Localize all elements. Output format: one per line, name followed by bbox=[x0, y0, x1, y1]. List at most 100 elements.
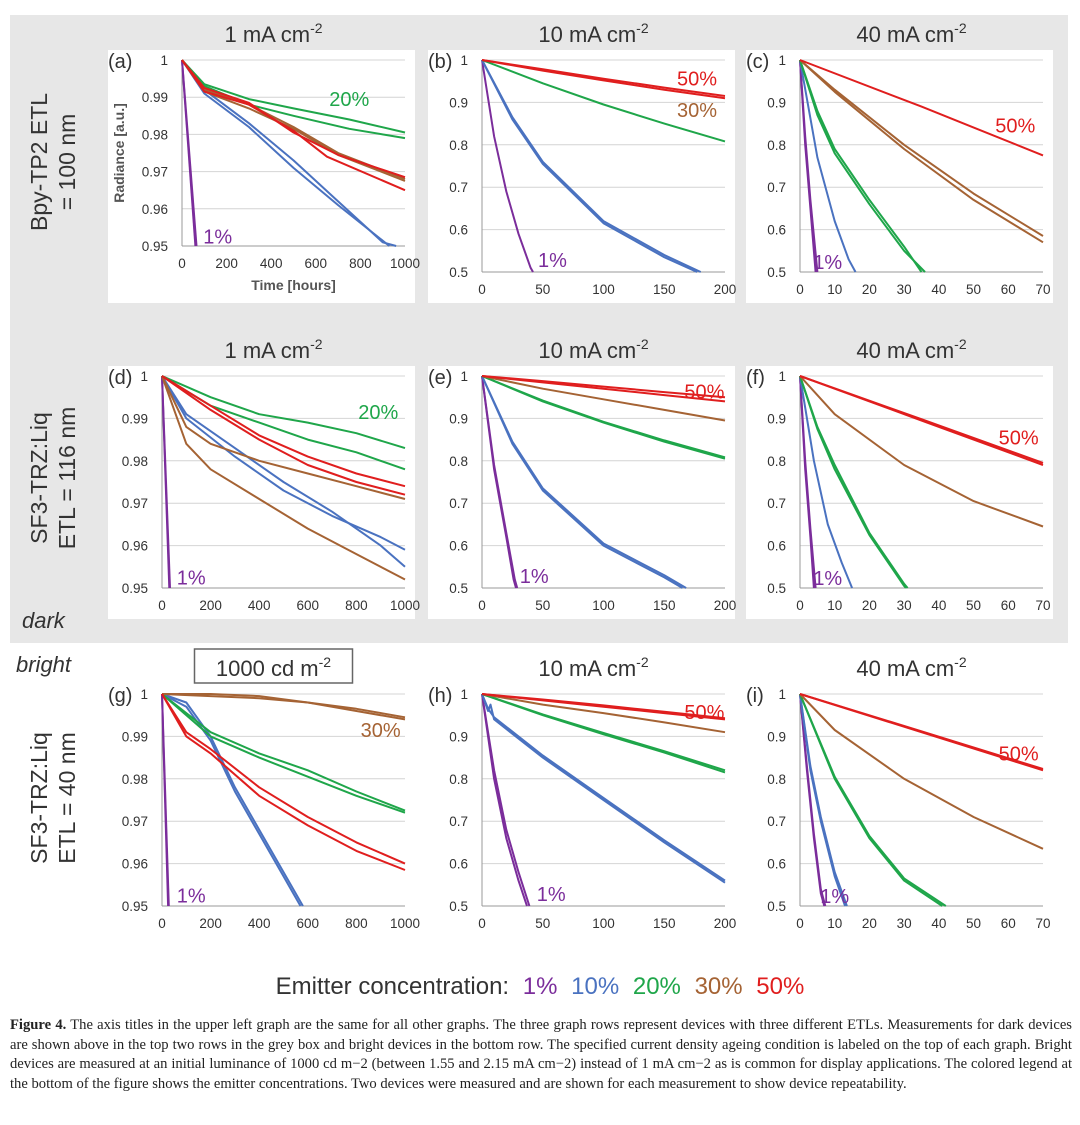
x-tick-label: 100 bbox=[592, 916, 615, 931]
legend-item-1: 1% bbox=[523, 973, 558, 1000]
panel-i: 0.50.60.70.80.910 10 20 30 40 50 60 7050%1%(i)4… bbox=[746, 654, 1053, 937]
legend-prefix: Emitter concentration: bbox=[276, 973, 509, 1000]
x-tick-label: 50 bbox=[535, 282, 550, 297]
x-tick-label: 200 bbox=[714, 282, 737, 297]
figure-caption: Figure 4. The axis titles in the upper l… bbox=[10, 1016, 1072, 1094]
x-tick-label: 100 bbox=[592, 598, 615, 613]
y-tick-label: 1 bbox=[140, 369, 148, 384]
y-tick-label: 0.5 bbox=[449, 899, 468, 914]
x-tick-label: 50 bbox=[966, 916, 981, 931]
series-line-10pct bbox=[161, 375, 406, 551]
y-tick-label: 0.5 bbox=[767, 899, 786, 914]
row-label-3-line1: SF3-TRZ:Liq bbox=[26, 732, 52, 864]
y-tick-label: 1 bbox=[140, 687, 148, 702]
y-tick-label: 0.6 bbox=[449, 223, 468, 238]
legend-item-10: 10% bbox=[571, 973, 619, 1000]
panel-title-main: 40 mA cm bbox=[856, 22, 954, 47]
series-line-1pct bbox=[799, 375, 817, 589]
x-tick-label: 0 bbox=[478, 598, 486, 613]
y-tick-label: 0.7 bbox=[767, 180, 786, 195]
panel-title-main: 40 mA cm bbox=[856, 338, 954, 363]
series-line-10pct bbox=[481, 59, 698, 273]
x-tick-label: 1000 bbox=[390, 598, 420, 613]
y-tick-label: 1 bbox=[460, 369, 468, 384]
x-tick-label: 200 bbox=[714, 598, 737, 613]
x-tick-label: 600 bbox=[297, 598, 320, 613]
y-axis-title: Radiance [a.u.] bbox=[111, 103, 127, 203]
x-tick-label: 60 bbox=[1001, 282, 1016, 297]
y-tick-label: 0.9 bbox=[767, 411, 786, 426]
x-axis-title: Time [hours] bbox=[251, 277, 336, 293]
series-line-10pct bbox=[481, 375, 684, 589]
panel-title-main: 10 mA cm bbox=[538, 338, 636, 363]
x-tick-label: 70 bbox=[1035, 916, 1050, 931]
y-tick-label: 0.96 bbox=[122, 539, 148, 554]
series-line-50pct bbox=[799, 59, 1044, 157]
panel-label: (e) bbox=[428, 367, 452, 389]
panel-title-main: 1000 cd m bbox=[216, 656, 319, 681]
series-line-30pct bbox=[162, 693, 406, 721]
dark-label: dark bbox=[22, 608, 66, 633]
x-tick-label: 400 bbox=[248, 916, 271, 931]
y-tick-label: 0.99 bbox=[122, 729, 148, 744]
y-tick-label: 0.5 bbox=[449, 581, 468, 596]
panel-title-main: 1 mA cm bbox=[224, 22, 310, 47]
panel-title-main: 10 mA cm bbox=[538, 656, 636, 681]
bright-label: bright bbox=[16, 652, 72, 677]
series-line-20pct bbox=[161, 693, 406, 812]
x-tick-label: 30 bbox=[897, 916, 912, 931]
panel-title: 1 mA cm-2 bbox=[224, 20, 322, 47]
y-tick-label: 0.8 bbox=[767, 772, 786, 787]
panel-title-sup: -2 bbox=[636, 20, 649, 36]
panel-title: 10 mA cm-2 bbox=[538, 20, 648, 47]
y-tick-label: 0.9 bbox=[449, 95, 468, 110]
x-tick-label: 600 bbox=[305, 256, 328, 271]
y-tick-label: 1 bbox=[460, 53, 468, 68]
x-tick-label: 20 bbox=[862, 282, 877, 297]
panel-c: 0.50.60.70.80.910 10 20 30 40 50 60 7050%1%(c)4… bbox=[746, 20, 1053, 303]
series-line-50pct bbox=[799, 693, 1044, 770]
y-tick-label: 0.8 bbox=[767, 454, 786, 469]
panel-label: (f) bbox=[746, 367, 765, 389]
annotation-1pct: 1% bbox=[538, 250, 567, 272]
panel-e: 0.5 0.6 0.7 0.8 0.9 1 0 50 100 150 200 50% 1% (e) 10 m… bbox=[428, 336, 736, 619]
series-line-1pct bbox=[481, 375, 519, 589]
annotation-1pct: 1% bbox=[820, 886, 849, 908]
panel-d-background bbox=[108, 366, 415, 619]
x-tick-label: 0 bbox=[178, 256, 186, 271]
panel-title-main: 10 mA cm bbox=[538, 22, 636, 47]
x-tick-label: 1000 bbox=[390, 916, 420, 931]
y-tick-label: 0.9 bbox=[767, 95, 786, 110]
series-line-20pct bbox=[799, 375, 907, 589]
annotation-50pct: 50% bbox=[677, 69, 717, 91]
series-line-30pct bbox=[481, 375, 726, 422]
row-label-1-line2: = 100 nm bbox=[54, 114, 80, 211]
x-tick-label: 10 bbox=[827, 282, 842, 297]
panel-b: 0.5 0.6 0.7 0.8 0.9 1 0 50 100 150 200 50% 30% 1% (b) 1… bbox=[428, 20, 736, 303]
panel-title-sup: -2 bbox=[954, 654, 967, 670]
annotation-1pct: 1% bbox=[537, 884, 566, 906]
x-tick-label: 150 bbox=[653, 916, 676, 931]
y-tick-label: 0.96 bbox=[142, 202, 168, 217]
annotation-1pct: 1% bbox=[813, 252, 842, 274]
series-line-50pct bbox=[161, 375, 406, 488]
y-tick-label: 0.99 bbox=[122, 411, 148, 426]
annotation-1pct: 1% bbox=[177, 885, 206, 907]
series-line-30pct bbox=[481, 693, 726, 734]
title-box bbox=[193, 648, 354, 684]
panel-g: 0.95 0.96 0.97 0.98 0.99 1 0 200 400 600 800 1000 30… bbox=[108, 648, 420, 937]
series-line-30pct bbox=[799, 59, 1044, 244]
series-line-50pct bbox=[799, 375, 1044, 464]
series-line-10pct bbox=[481, 693, 726, 882]
panel-title-sup: -2 bbox=[319, 654, 332, 670]
y-tick-label: 0.98 bbox=[122, 772, 148, 787]
panel-e-background bbox=[428, 366, 735, 619]
caption-label: Figure 4. bbox=[10, 1017, 67, 1033]
annotation-50pct: 50% bbox=[995, 116, 1035, 138]
series-line-30pct bbox=[161, 375, 406, 500]
y-tick-label: 1 bbox=[160, 53, 168, 68]
x-tick-label: 50 bbox=[535, 916, 550, 931]
y-tick-label: 0.9 bbox=[767, 729, 786, 744]
x-tick-label: 0 bbox=[796, 598, 804, 613]
series-line-20pct bbox=[799, 59, 926, 273]
